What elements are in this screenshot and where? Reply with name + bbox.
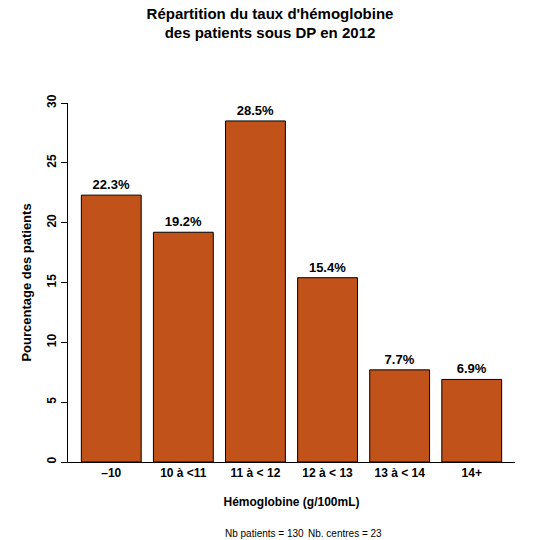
svg-text:15: 15 (45, 274, 59, 288)
svg-text:19.2%: 19.2% (165, 214, 202, 229)
svg-text:11 à < 12: 11 à < 12 (231, 466, 281, 480)
svg-text:28.5%: 28.5% (237, 103, 274, 118)
svg-text:Répartition du taux d'hémoglob: Répartition du taux d'hémoglobinedes pat… (147, 5, 394, 42)
svg-text:Nb patients = 130: Nb patients = 130 (225, 528, 304, 539)
svg-text:Pourcentage des patients: Pourcentage des patients (19, 203, 34, 361)
svg-text:10: 10 (45, 334, 59, 348)
svg-text:15.4%: 15.4% (309, 260, 346, 275)
svg-text:10 à <11: 10 à <11 (160, 466, 207, 480)
svg-text:14+: 14+ (462, 466, 482, 480)
svg-text:12 à < 13: 12 à < 13 (302, 466, 353, 480)
svg-text:Nb. centres = 23: Nb. centres = 23 (308, 528, 382, 539)
svg-text:20: 20 (45, 214, 59, 228)
svg-text:–10: –10 (101, 466, 121, 480)
svg-text:22.3%: 22.3% (93, 177, 130, 192)
svg-text:Hémoglobine (g/100mL): Hémoglobine (g/100mL) (223, 495, 359, 509)
svg-text:7.7%: 7.7% (385, 352, 415, 367)
svg-text:0: 0 (45, 457, 59, 464)
svg-text:5: 5 (45, 397, 59, 404)
svg-text:13 à < 14: 13 à < 14 (374, 466, 425, 480)
svg-text:25: 25 (45, 154, 59, 168)
svg-text:6.9%: 6.9% (457, 361, 487, 376)
svg-text:30: 30 (45, 94, 59, 108)
